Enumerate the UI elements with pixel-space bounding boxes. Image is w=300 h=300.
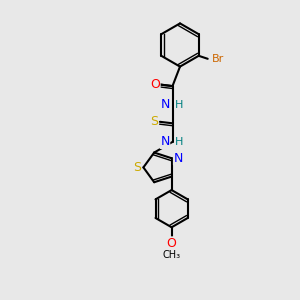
Text: N: N	[160, 98, 170, 111]
Text: S: S	[150, 115, 158, 128]
Text: O: O	[167, 237, 177, 250]
Text: N: N	[173, 152, 183, 165]
Text: H: H	[175, 100, 183, 110]
Text: H: H	[175, 137, 183, 147]
Text: CH₃: CH₃	[163, 250, 181, 260]
Text: Br: Br	[212, 54, 224, 64]
Text: N: N	[160, 135, 170, 148]
Text: S: S	[133, 161, 141, 174]
Text: O: O	[150, 78, 160, 91]
